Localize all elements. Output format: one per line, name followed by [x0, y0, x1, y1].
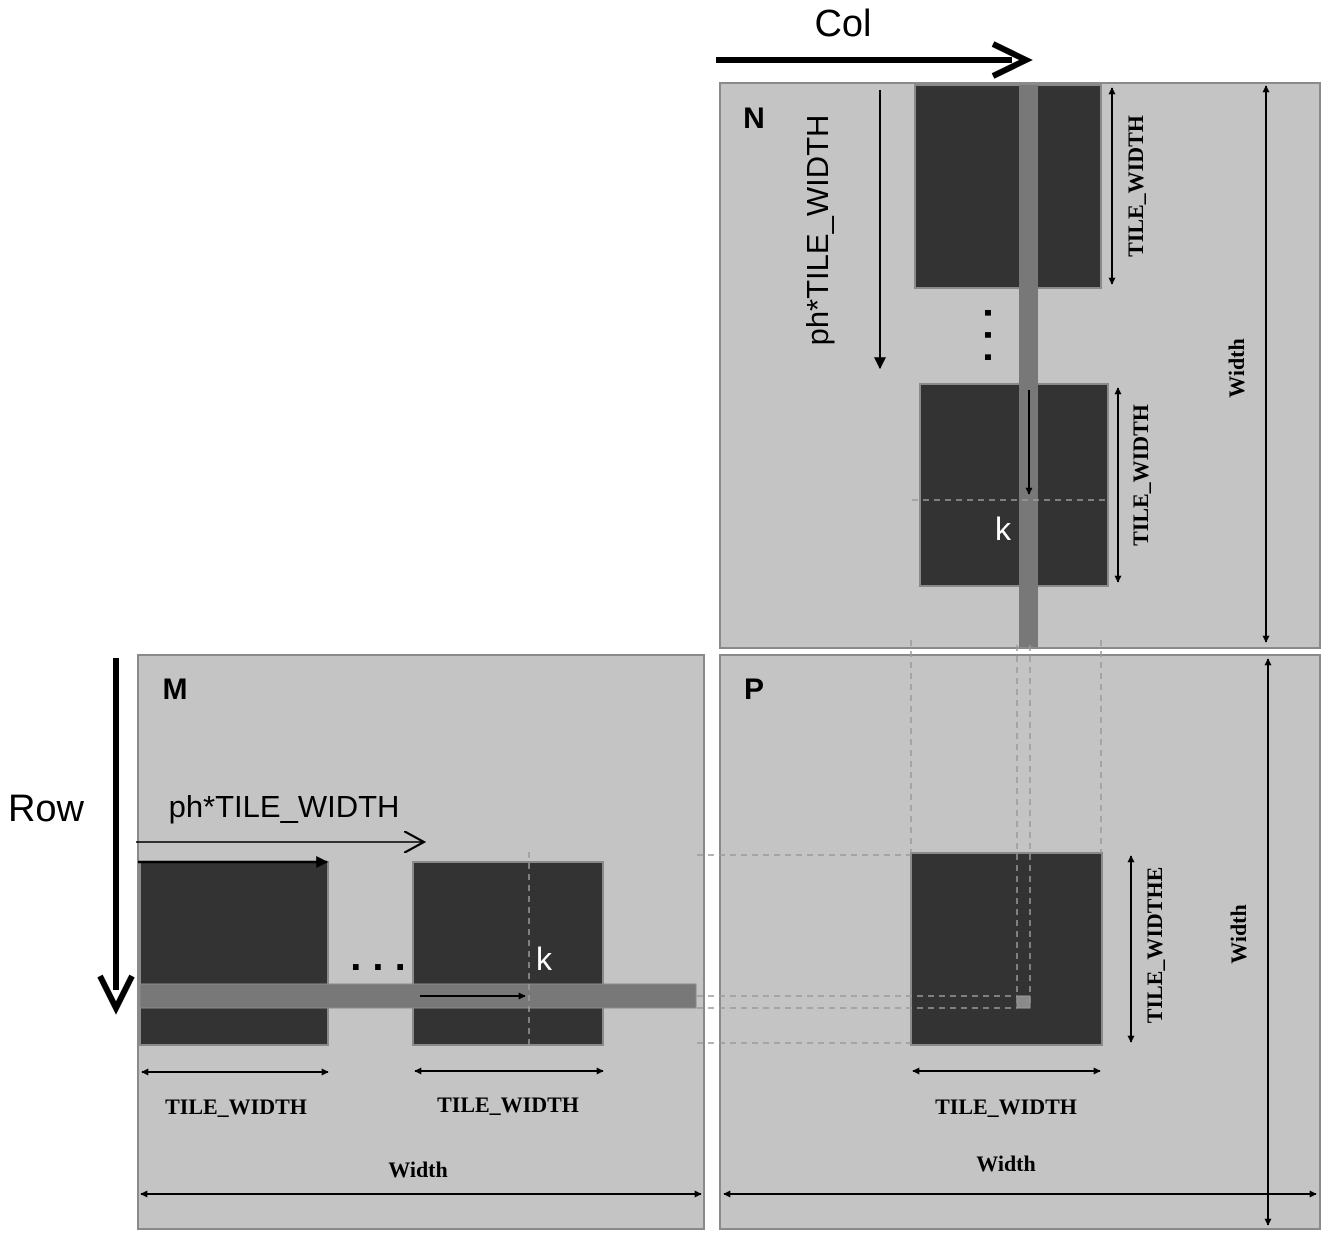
- p-width-vertical-label: Width: [1226, 904, 1251, 964]
- matrix-m-label: M: [163, 673, 188, 706]
- p-tile-height-label: TILE_WIDTHE: [1142, 867, 1167, 1024]
- m-tile2-width-label: TILE_WIDTH: [437, 1092, 579, 1117]
- col-label: Col: [814, 3, 871, 45]
- n-column-strip: [1019, 85, 1038, 647]
- m-ph-tile-width-label: ph*TILE_WIDTH: [169, 789, 400, 824]
- n-ellipsis: . . .: [976, 307, 1020, 363]
- col-direction: Col: [716, 3, 1033, 79]
- matrix-p: P TILE_WIDTH TILE_WIDTHE Width Width: [719, 654, 1321, 1230]
- row-direction: Row: [8, 658, 135, 1015]
- matrix-m: k M . . . ph*TILE_WIDTH TILE_WIDTH TILE_…: [136, 654, 705, 1230]
- m-tile-left: [139, 861, 329, 1046]
- row-arrow-head: [97, 974, 135, 1015]
- row-label: Row: [8, 788, 85, 830]
- m-k-label: k: [536, 941, 553, 977]
- p-tile-width-label: TILE_WIDTH: [935, 1094, 1077, 1119]
- n-tile2-width-label: TILE_WIDTH: [1128, 404, 1153, 546]
- matrix-n-label: N: [743, 102, 765, 135]
- col-arrow-head: [991, 41, 1033, 79]
- n-ph-tile-width-label: ph*TILE_WIDTH: [800, 115, 835, 346]
- p-tile: [910, 852, 1103, 1046]
- matrix-n: k N . . . ph*TILE_WIDTH TILE_WIDTH TILE_…: [719, 82, 1321, 649]
- m-ellipsis: . . .: [350, 935, 406, 979]
- n-tile-top: [914, 84, 1102, 289]
- n-width-label: Width: [1224, 338, 1249, 398]
- m-tile1-width-label: TILE_WIDTH: [165, 1094, 307, 1119]
- p-output-element: [1016, 995, 1031, 1009]
- n-tile1-width-label: TILE_WIDTH: [1123, 115, 1148, 257]
- p-width-horizontal-label: Width: [976, 1151, 1036, 1176]
- m-width-label: Width: [388, 1157, 448, 1182]
- projection-lines: [697, 640, 1102, 1044]
- matrix-p-label: P: [744, 673, 764, 706]
- n-k-label: k: [995, 511, 1012, 547]
- m-tile-right: [412, 861, 604, 1046]
- m-row-strip: [139, 983, 697, 1009]
- n-tile-bottom: [919, 383, 1109, 587]
